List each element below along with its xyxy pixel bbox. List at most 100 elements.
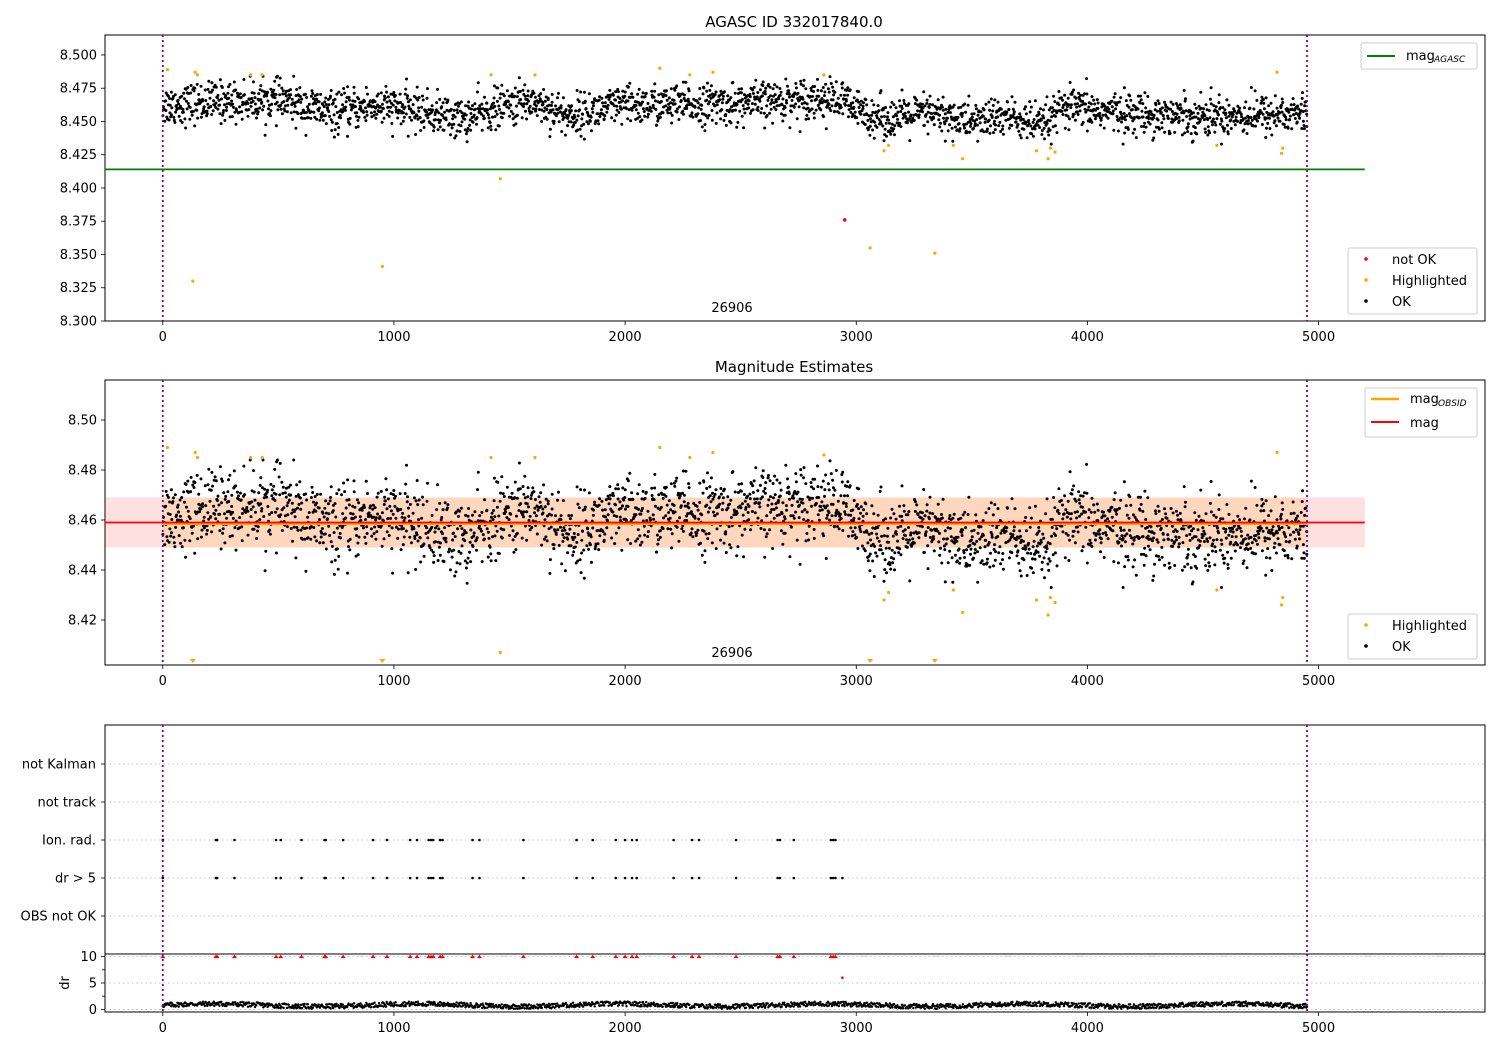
ok-point xyxy=(610,116,613,119)
ok-point xyxy=(774,493,777,496)
ok-point xyxy=(1042,537,1045,540)
ok-point xyxy=(767,474,770,477)
ok-point xyxy=(476,91,479,94)
ok-point xyxy=(203,516,206,519)
ok-point xyxy=(893,124,896,127)
ok-point xyxy=(300,502,303,505)
ok-point xyxy=(1015,544,1018,547)
ok-point xyxy=(231,103,234,106)
ok-point xyxy=(318,518,321,521)
ok-point xyxy=(514,481,517,484)
ok-point xyxy=(983,108,986,111)
y-tick-label: 8.44 xyxy=(68,564,97,579)
ok-point xyxy=(441,532,444,535)
ok-point xyxy=(1101,532,1104,535)
ok-point xyxy=(817,95,820,98)
ok-point xyxy=(330,89,333,92)
ok-point xyxy=(1040,119,1043,122)
ok-point xyxy=(937,98,940,101)
ok-point xyxy=(1180,107,1183,110)
ok-point xyxy=(954,126,957,129)
ok-point xyxy=(951,517,954,520)
ok-point xyxy=(996,115,999,118)
ok-point xyxy=(619,516,622,519)
panel1-legend-bottom: not OK Highlighted OK xyxy=(1348,248,1477,314)
ok-point xyxy=(695,532,698,535)
ok-point xyxy=(561,529,564,532)
ok-point xyxy=(736,103,739,106)
ok-point xyxy=(1223,130,1226,133)
ok-point xyxy=(958,130,961,133)
ok-point xyxy=(374,117,377,120)
ok-point xyxy=(951,556,954,559)
ok-point xyxy=(1122,586,1125,589)
ok-point xyxy=(1208,131,1211,134)
ok-point xyxy=(590,561,593,564)
ok-point xyxy=(1223,127,1226,130)
ok-point xyxy=(917,116,920,119)
ok-point xyxy=(608,485,611,488)
ok-point xyxy=(857,507,860,510)
ok-point xyxy=(1128,106,1131,109)
ok-point xyxy=(366,532,369,535)
ok-point xyxy=(758,501,761,504)
ok-point xyxy=(653,90,656,93)
ok-point xyxy=(630,92,633,95)
ok-point xyxy=(620,108,623,111)
ok-point xyxy=(982,563,985,566)
ok-point xyxy=(218,513,221,516)
ok-point xyxy=(332,102,335,105)
ok-point xyxy=(1113,96,1116,99)
ok-point xyxy=(1071,488,1074,491)
ok-point xyxy=(932,538,935,541)
ok-point xyxy=(341,103,344,106)
ok-point xyxy=(660,100,663,103)
ok-point xyxy=(465,114,468,117)
ok-point xyxy=(794,511,797,514)
ok-point xyxy=(1128,112,1131,115)
ok-point xyxy=(792,497,795,500)
ok-point xyxy=(286,504,289,507)
ok-point xyxy=(897,551,900,554)
ok-point xyxy=(638,534,641,537)
ok-point xyxy=(535,104,538,107)
ok-point xyxy=(881,552,884,555)
ok-point xyxy=(292,459,295,462)
ok-point xyxy=(624,488,627,491)
ok-point xyxy=(324,499,327,502)
ok-point xyxy=(1287,111,1290,114)
ok-point xyxy=(627,100,630,103)
ok-point xyxy=(333,531,336,534)
ok-point xyxy=(788,126,791,129)
ok-point xyxy=(811,497,814,500)
y-tick-label: 8.50 xyxy=(68,414,97,429)
highlighted-point xyxy=(869,246,872,249)
ok-point xyxy=(193,89,196,92)
ok-point xyxy=(703,561,706,564)
ok-point xyxy=(353,490,356,493)
ok-point xyxy=(1116,534,1119,537)
ok-point xyxy=(273,468,276,471)
ok-point xyxy=(1032,135,1035,138)
ok-point xyxy=(653,82,656,85)
ok-point xyxy=(374,100,377,103)
ok-point xyxy=(177,511,180,514)
ok-point xyxy=(762,81,765,84)
ok-point xyxy=(1152,575,1155,578)
ok-point xyxy=(1022,128,1025,131)
ok-point xyxy=(1119,96,1122,99)
ok-point xyxy=(275,552,278,555)
ok-point xyxy=(722,496,725,499)
ok-point xyxy=(816,485,819,488)
highlighted-point xyxy=(887,144,890,147)
ok-point xyxy=(444,98,447,101)
ok-point xyxy=(516,95,519,98)
ok-point xyxy=(209,105,212,108)
ok-point xyxy=(859,530,862,533)
ok-point xyxy=(315,502,318,505)
ok-point xyxy=(580,539,583,542)
ok-point xyxy=(467,101,470,104)
ok-point xyxy=(310,95,313,98)
ok-point xyxy=(1085,93,1088,96)
ok-point xyxy=(662,111,665,114)
